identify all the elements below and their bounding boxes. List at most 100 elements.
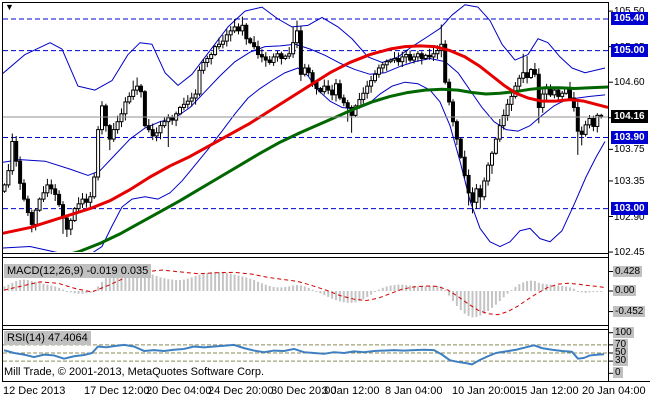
- time-axis-label: 24 Dec 20:00: [208, 385, 274, 397]
- candle-up: [162, 121, 167, 127]
- macd-histogram-bar: [163, 278, 166, 291]
- candle-down: [396, 58, 401, 63]
- macd-histogram-bar: [440, 286, 443, 291]
- macd-histogram-bar: [190, 277, 193, 291]
- macd-histogram-bar: [338, 291, 341, 302]
- macd-histogram-bar: [311, 289, 314, 291]
- candle-down: [107, 125, 112, 140]
- candle-up: [334, 83, 338, 96]
- candle-down: [103, 105, 108, 127]
- macd-histogram-bar: [179, 280, 181, 291]
- macd-histogram-bar: [580, 291, 583, 293]
- macd-histogram-bar: [467, 291, 470, 317]
- macd-histogram-bar: [377, 289, 380, 291]
- macd-histogram-bar: [11, 282, 14, 291]
- candle-down: [263, 56, 268, 61]
- candle-up: [158, 125, 163, 134]
- time-axis-label: 17 Dec 12:00: [84, 385, 150, 397]
- macd-histogram-bar: [518, 284, 521, 291]
- rsi-panel[interactable]: [3, 343, 608, 366]
- macd-histogram-bar: [65, 291, 68, 292]
- candle-down: [337, 83, 342, 99]
- macd-histogram-bar: [167, 279, 170, 291]
- rsi-line: [3, 343, 605, 366]
- macd-histogram-bar: [491, 291, 493, 308]
- macd-histogram-bar: [186, 278, 189, 291]
- macd-histogram-bar: [354, 291, 357, 303]
- macd-histogram-bar: [592, 291, 595, 292]
- macd-histogram-bar: [245, 277, 248, 291]
- time-axis-label: 20 Dec 04:00: [146, 385, 212, 397]
- candle-up: [552, 89, 557, 96]
- macd-histogram-bar: [494, 291, 497, 305]
- macd-histogram-bar: [46, 284, 49, 291]
- macd-histogram-bar: [38, 282, 41, 291]
- macd-histogram-bar: [140, 270, 142, 291]
- candle-up: [287, 53, 292, 57]
- candle-up: [197, 69, 202, 95]
- candle-down: [57, 193, 62, 206]
- candle-down: [25, 198, 30, 214]
- macd-histogram-bar: [206, 272, 209, 291]
- chart-object-marker-icon: ▼: [5, 2, 14, 12]
- price-panel[interactable]: [0, 4, 608, 258]
- macd-histogram-bar: [299, 285, 302, 291]
- macd-histogram-bar: [533, 280, 536, 291]
- macd-histogram-bar: [89, 291, 92, 293]
- candle-up: [400, 56, 405, 63]
- macd-histogram-bar: [26, 280, 29, 291]
- panel-borders: [2, 2, 650, 382]
- macd-histogram-bar: [452, 291, 454, 302]
- candle-up: [185, 100, 190, 105]
- macd-histogram-bar: [116, 272, 119, 291]
- candle-down: [252, 42, 257, 48]
- macd-histogram-bar: [315, 291, 318, 292]
- macd-histogram-bar: [420, 286, 423, 291]
- candle-down: [525, 72, 530, 78]
- candle-up: [361, 92, 366, 101]
- candle-up: [45, 184, 50, 194]
- candle-up: [587, 118, 592, 126]
- macd-histogram-bar: [506, 291, 509, 294]
- candle-down: [64, 217, 69, 230]
- macd-histogram-bar: [479, 291, 482, 316]
- rsi-scale-label: 100: [613, 326, 634, 338]
- candle-up: [283, 55, 288, 60]
- candle-up: [205, 58, 210, 63]
- candle-down: [318, 88, 323, 93]
- candle-down: [532, 69, 537, 75]
- candle-down: [236, 26, 241, 32]
- macd-histogram-bar: [303, 286, 306, 291]
- candle-up: [100, 105, 104, 131]
- price-tick-label: 103.75: [614, 144, 645, 156]
- candle-up: [76, 203, 81, 210]
- candle-down: [579, 130, 584, 135]
- macd-histogram-bar: [510, 290, 513, 292]
- macd-histogram-bar: [346, 291, 349, 303]
- macd-histogram-bar: [143, 270, 146, 291]
- candle-up: [482, 180, 487, 198]
- candle-down: [454, 121, 459, 140]
- candle-up: [493, 138, 498, 154]
- macd-histogram-bar: [233, 274, 236, 291]
- candle-down: [279, 53, 284, 59]
- macd-histogram-bar: [600, 291, 603, 292]
- macd-histogram-bar: [483, 291, 486, 314]
- macd-panel[interactable]: [3, 268, 607, 318]
- macd-histogram-bar: [565, 286, 568, 291]
- macd-histogram-bar: [272, 286, 275, 291]
- candle-up: [295, 30, 299, 44]
- macd-histogram-bar: [229, 273, 232, 291]
- candle-down: [84, 198, 89, 203]
- candle-up: [123, 101, 128, 115]
- macd-scale-label: 0.00: [613, 285, 637, 296]
- candle-up: [209, 54, 214, 59]
- candle-up: [435, 50, 440, 55]
- candle-up: [415, 53, 420, 58]
- macd-histogram-bar: [331, 291, 334, 299]
- candle-down: [591, 118, 596, 127]
- macd-histogram-bar: [428, 285, 431, 291]
- candle-up: [384, 61, 389, 66]
- candle-down: [458, 138, 463, 158]
